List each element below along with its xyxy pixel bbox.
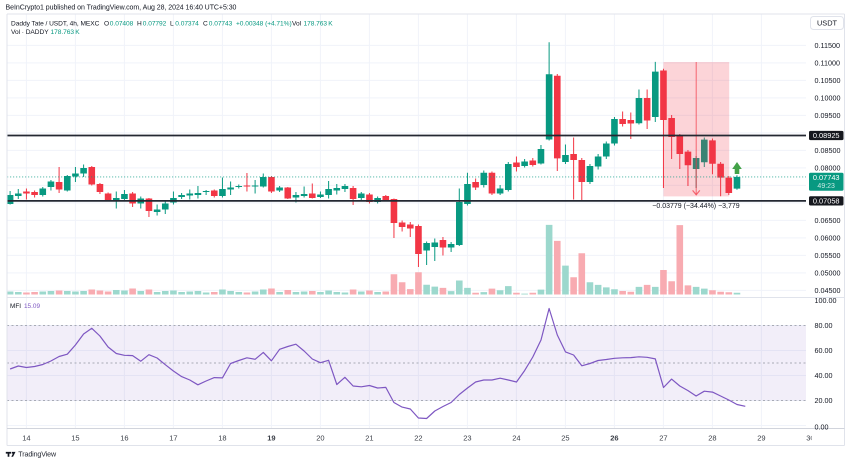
svg-text:Daddy Tate / USDT, 4h, MEXC: Daddy Tate / USDT, 4h, MEXC (11, 20, 100, 27)
svg-text:100.00: 100.00 (815, 296, 837, 305)
svg-text:15.09: 15.09 (24, 303, 40, 310)
svg-text:24: 24 (512, 434, 520, 443)
svg-text:USDT: USDT (817, 19, 838, 28)
svg-text:60.00: 60.00 (815, 346, 833, 355)
svg-text:0.08000: 0.08000 (815, 164, 841, 173)
svg-text:15: 15 (71, 434, 79, 443)
svg-text:19: 19 (267, 434, 275, 443)
svg-text:C: C (203, 20, 208, 27)
svg-text:Vol · DADDY: Vol · DADDY (11, 29, 49, 36)
svg-text:+0.00348 (+4.71%): +0.00348 (+4.71%) (236, 20, 292, 27)
svg-text:21: 21 (365, 434, 373, 443)
svg-text:0.11000: 0.11000 (815, 59, 840, 68)
svg-text:26: 26 (610, 434, 618, 443)
svg-text:0.07058: 0.07058 (813, 197, 840, 206)
svg-text:−0.03779 (−34.44%) −3,779: −0.03779 (−34.44%) −3,779 (652, 203, 739, 210)
svg-text:0.04500: 0.04500 (815, 286, 841, 295)
svg-text:178.763 K: 178.763 K (304, 20, 334, 27)
svg-text:0.09500: 0.09500 (815, 111, 841, 120)
svg-text:0.06000: 0.06000 (815, 234, 841, 243)
svg-text:TradingView: TradingView (18, 451, 57, 459)
svg-text:27: 27 (659, 434, 667, 443)
svg-text:0.07374: 0.07374 (175, 20, 199, 27)
svg-text:0.07743: 0.07743 (813, 173, 840, 182)
svg-text:20.00: 20.00 (815, 396, 833, 405)
svg-text:30: 30 (806, 434, 814, 443)
svg-text:0.11500: 0.11500 (815, 41, 840, 50)
svg-text:40.00: 40.00 (815, 371, 833, 380)
svg-text:29: 29 (757, 434, 765, 443)
svg-text:H: H (137, 20, 142, 27)
svg-text:25: 25 (561, 434, 569, 443)
svg-text:0.00: 0.00 (815, 423, 829, 432)
svg-text:0.05500: 0.05500 (815, 251, 841, 260)
svg-text:O: O (104, 20, 109, 27)
svg-text:23: 23 (463, 434, 471, 443)
svg-text:0.05000: 0.05000 (815, 269, 841, 278)
svg-text:0.08500: 0.08500 (815, 146, 841, 155)
svg-text:0.10000: 0.10000 (815, 94, 841, 103)
svg-text:178.763 K: 178.763 K (51, 29, 81, 36)
svg-text:L: L (170, 20, 174, 27)
svg-text:Vol: Vol (292, 20, 302, 27)
svg-text:20: 20 (316, 434, 324, 443)
svg-text:18: 18 (218, 434, 226, 443)
svg-text:0.07743: 0.07743 (209, 20, 233, 27)
svg-text:0.07408: 0.07408 (110, 20, 134, 27)
svg-text:0.07792: 0.07792 (143, 20, 167, 27)
svg-text:80.00: 80.00 (815, 321, 833, 330)
svg-text:16: 16 (120, 434, 128, 443)
svg-text:0.08925: 0.08925 (813, 131, 840, 140)
svg-text:17: 17 (169, 434, 177, 443)
svg-text:BeInCrypto1 published on Tradi: BeInCrypto1 published on TradingView.com… (6, 4, 237, 11)
svg-text:28: 28 (708, 434, 716, 443)
svg-text:22: 22 (414, 434, 422, 443)
svg-text:49:23: 49:23 (817, 183, 835, 190)
svg-text:0.10500: 0.10500 (815, 76, 841, 85)
svg-text:0.06500: 0.06500 (815, 216, 841, 225)
svg-text:MFI: MFI (10, 303, 21, 310)
svg-text:14: 14 (22, 434, 30, 443)
